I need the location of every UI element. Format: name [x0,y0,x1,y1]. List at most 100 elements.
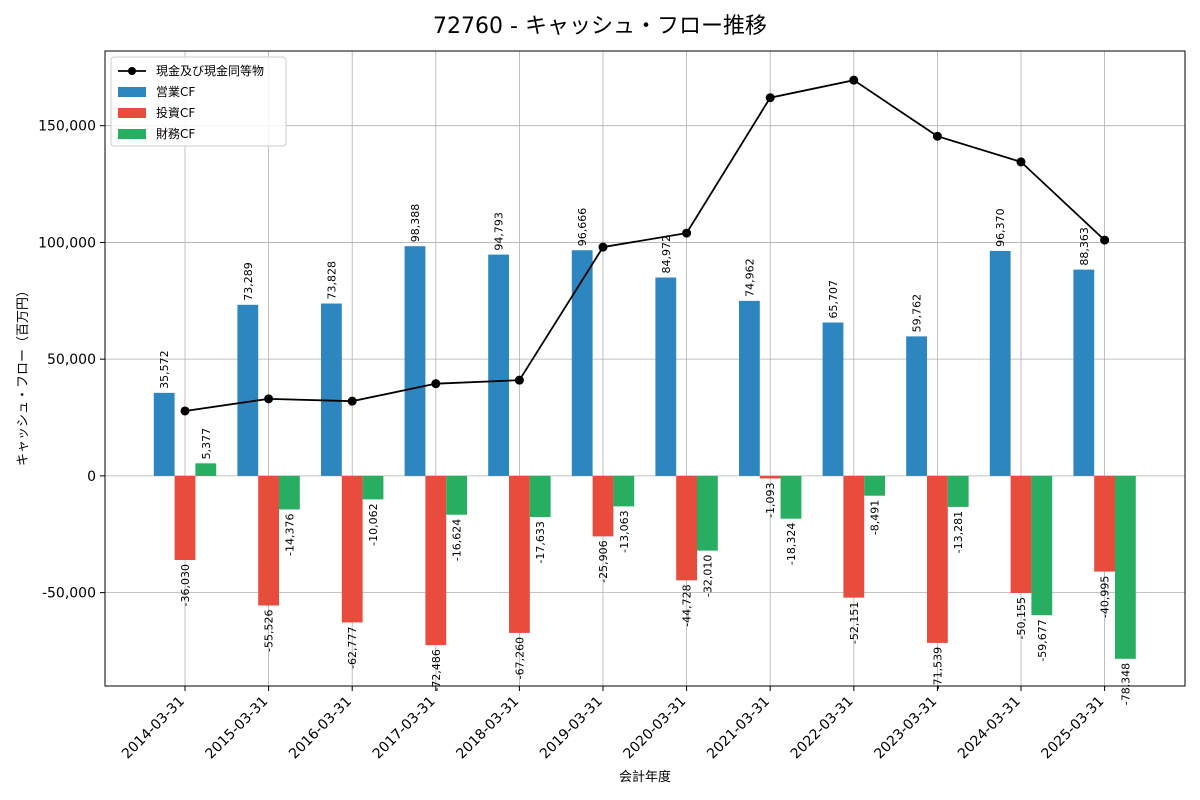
bar-財務CF [613,475,635,507]
y-tick-label: -50,000 [42,586,96,602]
bar-営業CF [906,336,927,476]
y-tick-label: 100,000 [38,235,96,251]
bar-投資CF [759,475,781,479]
legend-swatch [118,129,146,139]
cash-line-point [1016,157,1026,167]
y-tick-label: 150,000 [38,119,96,135]
bar-value-label: -18,324 [785,523,798,565]
bar-営業CF [655,277,677,476]
bar-value-label: 88,363 [1078,227,1091,266]
bar-value-label: 98,388 [409,204,422,243]
x-tick-label: 2017-03-31 [370,694,439,763]
bar-value-label: -59,677 [1036,619,1049,661]
y-tick-label: 50,000 [47,352,96,368]
bar-投資CF [843,475,865,598]
bar-value-label: -72,486 [430,649,443,691]
cash-line-point [1100,235,1110,245]
bar-value-label: 96,666 [576,208,589,247]
bar-営業CF [989,250,1011,476]
cash-line-point [598,242,608,252]
cash-line-path [184,79,1106,412]
bar-value-label: -13,063 [618,510,631,552]
bar-財務CF [947,475,969,507]
bar-投資CF [425,475,447,646]
bar-投資CF [341,475,363,623]
x-tick-label: 2015-03-31 [203,694,272,763]
cash-line-point [765,93,775,103]
legend-entry: 現金及び現金同等物 [156,63,264,78]
x-tick-label: 2021-03-31 [704,694,773,763]
bar-value-label: -44,728 [681,584,694,626]
x-tick-label: 2025-03-31 [1039,694,1108,763]
cash-line-point [932,131,942,141]
bar-value-label: 35,572 [158,350,171,389]
plot-frame [104,50,1186,687]
bar-value-label: -55,526 [263,610,276,652]
bar-投資CF [676,475,697,581]
bar-投資CF [927,475,948,643]
legend-entry: 財務CF [156,126,195,141]
bar-財務CF [697,475,718,551]
bar-value-label: -62,777 [346,626,359,668]
cash-line-point [514,375,524,385]
bar-投資CF [592,475,614,537]
bar-value-label: -32,010 [701,555,714,597]
cash-line [180,75,1110,416]
bar-value-label: 73,289 [242,262,255,301]
x-tick-label: 2016-03-31 [286,694,355,763]
x-tick-label: 2022-03-31 [788,694,857,763]
bar-value-label: -25,906 [597,540,610,582]
x-tick-label: 2018-03-31 [453,694,522,763]
bar-value-label: 5,377 [200,428,213,460]
bar-value-label: 74,962 [743,258,756,297]
x-tick-label: 2023-03-31 [871,694,940,763]
cash-line-point [682,228,692,238]
cash-line-point [431,379,441,389]
bar-value-label: -67,260 [513,637,526,679]
bar-営業CF [321,303,342,476]
x-tick-label: 2020-03-31 [621,694,690,763]
bar-value-label: -16,624 [451,519,464,561]
bar-value-label: -50,155 [1015,597,1028,639]
bar-value-label: 96,370 [994,208,1007,246]
legend-entry: 営業CF [156,85,195,99]
bar-財務CF [529,475,551,518]
cash-line-point [264,394,274,404]
legend-box [110,56,287,147]
bar-value-label: -52,151 [848,602,861,644]
bar-営業CF [404,246,426,476]
cash-line-point [347,396,357,406]
x-axis-label: 会計年度 [619,769,671,785]
bar-投資CF [258,475,279,606]
x-tick-label: 2019-03-31 [537,694,606,763]
bar-財務CF [864,475,885,496]
bar-営業CF [1073,269,1095,476]
bar-財務CF [1031,475,1053,616]
bar-営業CF [822,322,844,476]
legend-swatch [118,108,146,118]
bar-財務CF [362,475,384,500]
bar-value-label: 59,762 [911,294,924,333]
y-tick-label: 0 [87,469,96,485]
x-tick-label: 2024-03-31 [955,694,1024,763]
bar-投資CF [1010,475,1032,593]
bar-value-label: -10,062 [367,503,380,545]
bars [153,246,1136,659]
bar-value-label: -17,633 [534,521,547,563]
bar-営業CF [488,254,509,476]
bar-value-label: -36,030 [179,564,192,606]
bar-value-label: 73,828 [325,261,338,300]
bar-財務CF [1115,475,1136,659]
bar-投資CF [174,475,196,561]
bar-value-label: -71,539 [931,647,944,689]
bar-営業CF [237,304,259,476]
cash-line-point [849,75,859,85]
bar-value-label: -1,093 [764,482,777,517]
bar-投資CF [1094,475,1115,572]
bar-財務CF [279,475,300,510]
bar-value-label: 65,707 [827,280,840,319]
bar-value-label: -8,491 [869,500,882,535]
legend-swatch [118,87,146,97]
